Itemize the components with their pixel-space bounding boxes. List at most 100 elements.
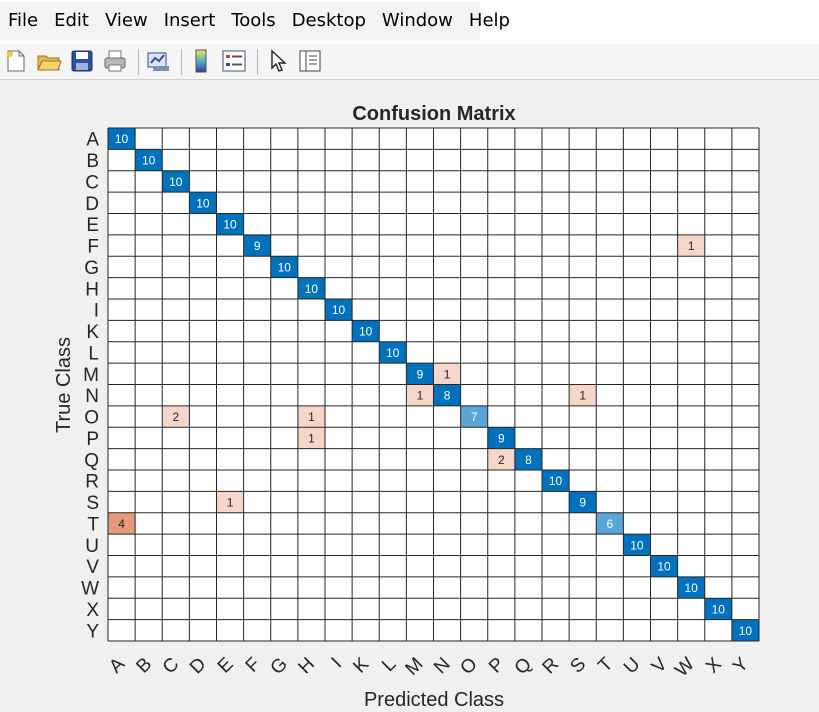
print-button[interactable] <box>102 48 128 74</box>
x-tick-label: O <box>456 654 481 679</box>
x-tick-label: K <box>349 653 373 677</box>
matrix-cell <box>297 277 325 299</box>
matrix-cell <box>487 427 515 449</box>
x-tick-label: N <box>430 654 455 679</box>
print-icon <box>104 50 126 72</box>
matrix-cell <box>162 405 190 428</box>
y-tick-label: B <box>86 151 99 172</box>
y-tick-label: P <box>86 429 99 450</box>
open-file-button[interactable] <box>36 48 62 74</box>
chart-title: Confusion Matrix <box>352 103 515 125</box>
matrix-cell <box>108 128 136 150</box>
x-tick-label: Y <box>729 653 753 677</box>
matrix-cell <box>108 512 136 535</box>
cell-value-label: 10 <box>359 325 373 339</box>
toolbar-separator <box>138 49 139 75</box>
menu-view[interactable]: View <box>104 10 148 31</box>
cell-value-label: 10 <box>549 474 563 488</box>
y-tick-label: E <box>86 215 99 236</box>
y-tick-label: Y <box>86 621 99 642</box>
toolbar-separator <box>257 49 258 75</box>
x-tick-label: B <box>132 654 156 678</box>
cell-value-label: 7 <box>471 410 478 424</box>
y-tick-label: T <box>87 514 99 535</box>
x-tick-label: I <box>328 654 347 673</box>
cell-value-label: 8 <box>444 389 451 403</box>
cell-value-label: 9 <box>498 431 505 445</box>
x-tick-label: Q <box>511 654 536 679</box>
menu-desktop[interactable]: Desktop <box>291 10 366 31</box>
cell-value-label: 1 <box>444 367 451 381</box>
save-button[interactable] <box>69 48 95 74</box>
x-tick-label: P <box>485 654 509 678</box>
cell-value-label: 2 <box>498 453 505 467</box>
link-plot-icon <box>147 52 169 71</box>
cell-value-label: 10 <box>332 303 346 317</box>
cell-value-label: 10 <box>305 282 319 296</box>
cell-value-label: 10 <box>223 218 237 232</box>
matrix-cell <box>162 170 190 193</box>
x-tick-label: T <box>594 653 617 676</box>
menu-insert[interactable]: Insert <box>163 10 216 31</box>
y-tick-label: C <box>85 172 99 193</box>
cell-value-label: 10 <box>685 581 699 595</box>
link-plot-button[interactable] <box>145 48 171 74</box>
menu-edit[interactable]: Edit <box>54 10 89 31</box>
figure-toolbar <box>0 44 819 80</box>
cell-value-label: 10 <box>169 175 183 189</box>
matrix-cell <box>433 384 461 406</box>
y-tick-label: X <box>86 600 99 621</box>
y-tick-label: U <box>85 536 99 557</box>
x-tick-label: C <box>159 654 184 679</box>
cell-value-label: 1 <box>417 389 424 403</box>
cell-value-label: 8 <box>525 453 532 467</box>
matrix-cell <box>135 149 163 171</box>
figure-canvas: Confusion Matrix True Class Predicted Cl… <box>0 80 819 712</box>
cell-value-label: 1 <box>579 389 586 403</box>
legend-button[interactable] <box>221 48 247 74</box>
menu-help[interactable]: Help <box>468 10 510 31</box>
cell-value-label: 10 <box>739 624 753 638</box>
new-figure-button[interactable] <box>3 48 29 74</box>
property-inspector-button[interactable] <box>297 48 323 74</box>
matrix-cell <box>216 491 244 513</box>
matrix-cell <box>379 341 407 364</box>
matrix-cell <box>514 448 542 470</box>
y-tick-label: L <box>88 343 99 364</box>
x-tick-label: X <box>702 653 726 677</box>
colorbar-button[interactable] <box>188 48 214 74</box>
y-tick-label: R <box>85 472 99 493</box>
menu-window[interactable]: Window <box>381 10 453 31</box>
y-axis-title: True Class <box>53 337 75 433</box>
matrix-cell <box>406 384 434 406</box>
cell-value-label: 10 <box>142 154 156 168</box>
cell-value-label: 1 <box>308 410 315 424</box>
x-tick-label: U <box>620 654 645 679</box>
edit-plot-pointer-button[interactable] <box>264 48 290 74</box>
matrix-cell <box>297 405 325 428</box>
y-tick-label: D <box>85 194 99 215</box>
cell-value-label: 6 <box>606 517 613 531</box>
matrix-cell <box>542 470 570 492</box>
cell-value-label: 10 <box>712 602 726 616</box>
y-tick-label: S <box>86 493 99 514</box>
cell-value-label: 10 <box>630 538 644 552</box>
y-tick-label: H <box>85 279 99 300</box>
y-tick-label: N <box>85 386 99 407</box>
cell-value-label: 9 <box>254 239 261 253</box>
cell-value-label: 10 <box>386 346 400 360</box>
y-tick-label: K <box>86 322 99 343</box>
cell-value-label: 1 <box>688 239 695 253</box>
menu-file[interactable]: File <box>8 10 39 31</box>
new-figure-icon <box>7 50 25 72</box>
cell-value-label: 1 <box>308 431 315 445</box>
y-tick-label: Q <box>84 450 99 471</box>
x-tick-label: G <box>267 654 292 679</box>
x-axis-title: Predicted Class <box>364 689 504 711</box>
x-tick-label: A <box>105 653 129 677</box>
x-tick-label: F <box>242 654 265 677</box>
matrix-cell <box>297 427 325 449</box>
menu-tools[interactable]: Tools <box>231 10 276 31</box>
matrix-cell <box>189 192 217 214</box>
matrix-cell <box>487 448 515 470</box>
